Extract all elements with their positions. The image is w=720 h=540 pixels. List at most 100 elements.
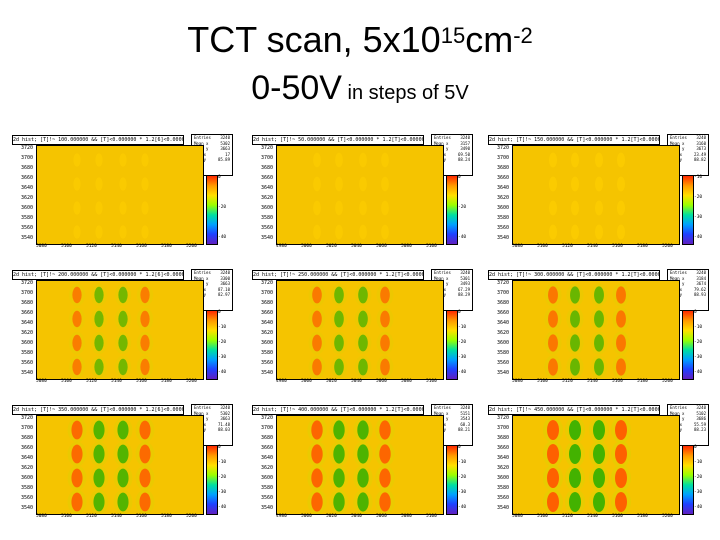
hot-spot: [72, 286, 82, 304]
x-tick-label: 5160: [612, 514, 623, 519]
color-scale-tick-label: -10: [694, 325, 703, 330]
color-scale-tick-label: -30: [218, 490, 227, 495]
hot-spot: [73, 177, 81, 191]
hot-spot: [616, 310, 626, 328]
hot-spot: [139, 492, 151, 512]
y-tick-label: 3680: [496, 165, 509, 171]
histogram-title: 2d hist; [T]!~ 150.000000 && [T]<0.00000…: [488, 135, 660, 145]
heatmap-frame: [276, 280, 444, 380]
color-scale-tick-label: -30: [458, 355, 467, 360]
y-tick-label: 3660: [20, 310, 33, 316]
y-tick-label: 3720: [20, 280, 33, 286]
hot-spot: [547, 444, 559, 464]
y-tick-label: 3580: [260, 485, 273, 491]
histogram-panel: 2d hist; [T]!~ 250.000000 && [T]<0.00000…: [248, 268, 473, 388]
hot-spot: [380, 286, 390, 304]
x-axis-ticks: 5080 5100 5120 5140 5160 5180 5200: [512, 244, 678, 252]
stats-row: Mean x 5102: [670, 410, 706, 416]
y-tick-label: 3540: [260, 370, 273, 376]
color-scale-tick-label: 0: [458, 175, 461, 180]
y-tick-label: 3540: [496, 370, 509, 376]
hot-spot: [616, 334, 626, 352]
hot-spot: [379, 468, 391, 488]
x-tick-label: 5040: [351, 244, 362, 249]
hot-spot: [547, 420, 559, 440]
y-tick-label: 3620: [496, 195, 509, 201]
cold-spot: [117, 444, 129, 464]
heatmap-frame: [36, 145, 204, 245]
y-tick-label: 3640: [496, 320, 509, 326]
color-scale-tick-label: -30: [218, 355, 227, 360]
y-tick-label: 3660: [20, 175, 33, 181]
y-tick-label: 3660: [496, 445, 509, 451]
cold-spot: [569, 492, 581, 512]
color-scale-tick-label: -40: [458, 370, 467, 375]
hot-spot: [139, 444, 151, 464]
cold-spot: [334, 286, 344, 304]
x-tick-label: 5100: [426, 514, 437, 519]
x-tick-label: 5080: [401, 514, 412, 519]
y-tick-label: 3700: [20, 425, 33, 431]
cold-spot: [594, 286, 604, 304]
y-tick-label: 3600: [496, 340, 509, 346]
cold-spot: [333, 444, 345, 464]
y-axis-ticks: 3720 3700 3680 3660 3640 3620 3600 3580 3560 3540: [484, 145, 511, 243]
hot-spot: [313, 152, 321, 168]
hot-spot: [548, 286, 558, 304]
cold-spot: [570, 286, 580, 304]
x-tick-label: 5060: [376, 244, 387, 249]
y-tick-label: 3620: [20, 330, 33, 336]
color-scale-tick-label: 0: [218, 175, 221, 180]
histogram-panel: 2d hist; [T]!~ 450.000000 && [T]<0.00000…: [484, 403, 709, 523]
hot-spot: [73, 225, 81, 239]
y-axis-ticks: 3720 3700 3680 3660 3640 3620 3600 3580 3560 3540: [484, 280, 511, 378]
y-tick-label: 3580: [496, 350, 509, 356]
cold-spot: [357, 420, 369, 440]
cold-spot: [569, 444, 581, 464]
x-tick-label: 5040: [351, 379, 362, 384]
hot-spot: [548, 176, 558, 192]
hot-spot: [140, 310, 150, 328]
hot-spot: [140, 286, 150, 304]
color-scale-tick-label: 0: [694, 310, 697, 315]
y-tick-label: 3540: [496, 505, 509, 511]
y-axis-ticks: 3720 3700 3680 3660 3640 3620 3600 3580 3560 3540: [248, 145, 275, 243]
hot-spot: [380, 310, 390, 328]
color-scale-tick-label: -40: [694, 235, 703, 240]
y-tick-label: 3680: [260, 165, 273, 171]
x-tick-label: 5120: [86, 514, 97, 519]
y-tick-label: 3580: [260, 350, 273, 356]
x-tick-label: 5100: [61, 514, 72, 519]
stats-row: Mean x 5301: [434, 275, 470, 281]
x-tick-label: 5180: [161, 379, 172, 384]
heatmap-frame: [512, 415, 680, 515]
x-tick-label: 5140: [587, 244, 598, 249]
y-tick-label: 3680: [260, 435, 273, 441]
x-axis-ticks: 5080 5100 5120 5140 5160 5180 5200: [36, 379, 202, 387]
histogram-title: 2d hist; [T]!~ 50.000000 && [T]<0.000000…: [252, 135, 424, 145]
y-tick-label: 3580: [20, 215, 33, 221]
cold-spot: [359, 152, 367, 168]
color-scale-tick-label: 0: [694, 445, 697, 450]
cold-spot: [95, 153, 103, 167]
hot-spot: [71, 492, 83, 512]
hot-spot: [72, 358, 82, 376]
y-tick-label: 3560: [496, 225, 509, 231]
x-tick-label: 5120: [562, 244, 573, 249]
cold-spot: [570, 152, 580, 168]
color-scale-tick-label: 0: [218, 310, 221, 315]
cold-spot: [118, 334, 128, 352]
color-scale-bar: [446, 310, 458, 380]
cold-spot: [359, 200, 367, 216]
y-tick-label: 3640: [260, 185, 273, 191]
cold-spot: [593, 444, 605, 464]
cold-spot: [358, 286, 368, 304]
hot-spot: [615, 492, 627, 512]
cold-spot: [593, 468, 605, 488]
hot-spot: [72, 334, 82, 352]
heatmap-background: [37, 146, 203, 244]
y-tick-label: 3560: [20, 360, 33, 366]
y-tick-label: 3640: [20, 320, 33, 326]
x-tick-label: 5140: [587, 379, 598, 384]
